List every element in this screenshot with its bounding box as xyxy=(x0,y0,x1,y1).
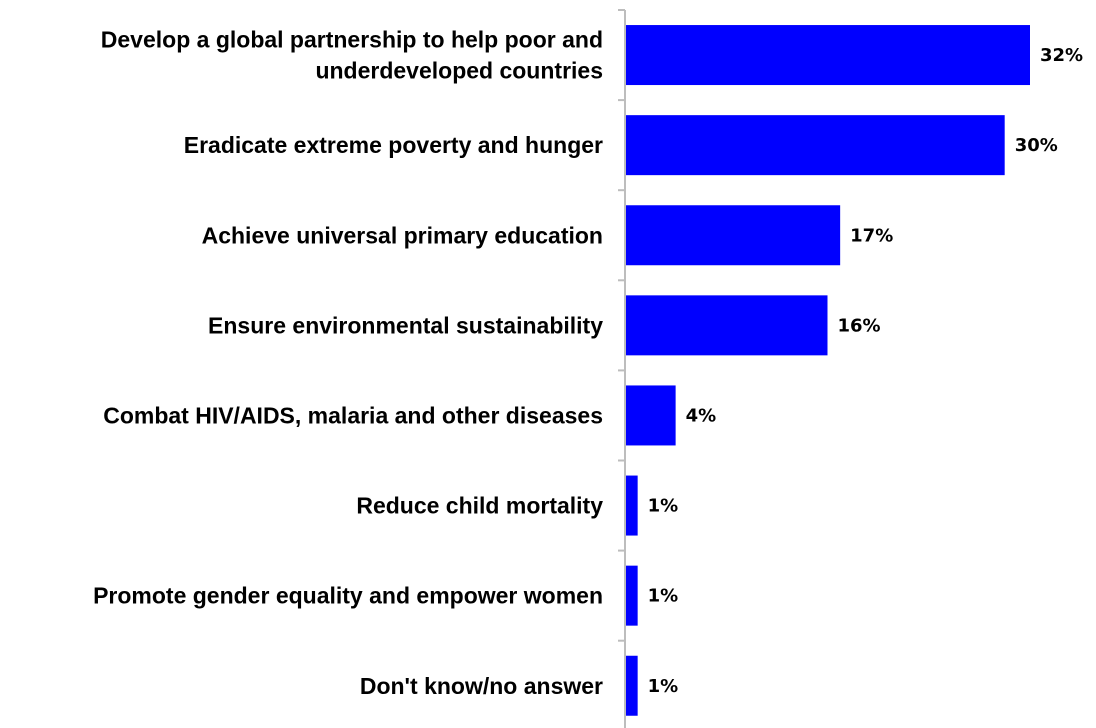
category-label: Ensure environmental sustainability xyxy=(208,312,603,338)
bar-value-label: 32% xyxy=(1040,45,1083,66)
bar xyxy=(625,205,841,266)
category-label: Promote gender equality and empower wome… xyxy=(93,583,603,609)
bar-value-label: 1% xyxy=(648,676,679,697)
bar-value-label: 1% xyxy=(648,496,679,517)
category-label: Achieve universal primary education xyxy=(202,222,603,248)
bar-value-label: 16% xyxy=(838,315,881,336)
bar xyxy=(625,385,676,446)
category-label: Combat HIV/AIDS, malaria and other disea… xyxy=(103,402,603,428)
bar-value-label: 30% xyxy=(1015,135,1058,156)
category-label: Reduce child mortality xyxy=(356,493,603,519)
bar xyxy=(625,295,828,356)
category-label: Develop a global partnership to help poo… xyxy=(101,27,603,84)
bar xyxy=(625,655,638,716)
category-labels: Develop a global partnership to help poo… xyxy=(93,27,603,699)
bar-value-label: 17% xyxy=(850,225,893,246)
bar xyxy=(625,565,638,626)
bars-layer xyxy=(625,25,1030,716)
bar xyxy=(625,475,638,536)
bar-value-label: 1% xyxy=(648,586,679,607)
bar xyxy=(625,115,1005,176)
bar xyxy=(625,25,1030,86)
bar-value-label: 4% xyxy=(686,405,717,426)
category-axis xyxy=(618,9,626,728)
category-label: Don't know/no answer xyxy=(360,673,603,699)
category-label: Eradicate extreme poverty and hunger xyxy=(184,132,603,158)
value-labels: 32% 30% 17% 16% 4% 1% 1% 1% xyxy=(648,45,1083,697)
